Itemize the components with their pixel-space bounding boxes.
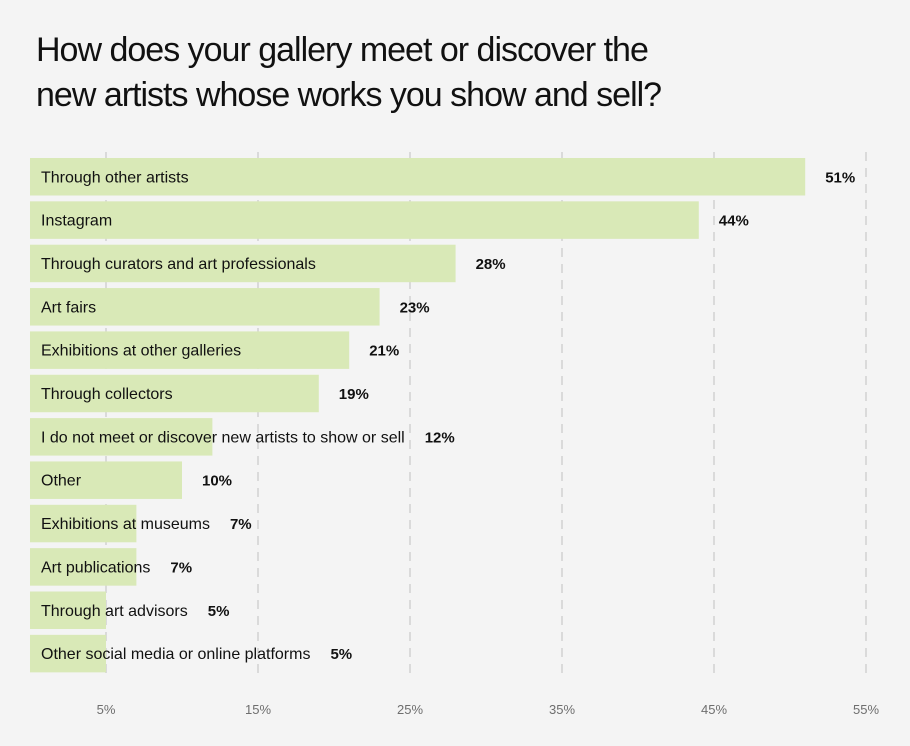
value-label: 44% [719,213,749,230]
value-label: 5% [330,646,352,663]
category-labels: Through other artists Instagram Through cu… [41,169,405,663]
bar [30,461,182,499]
category-label: Through curators and art professionals [41,256,316,273]
category-label: Art publications [41,559,150,576]
category-label: Through art advisors [41,603,188,620]
value-label: 21% [369,343,399,360]
chart-title-line-1: How does your gallery meet or discover t… [36,31,649,69]
category-label: Exhibitions at other galleries [41,343,241,360]
bar [30,504,137,543]
value-label: 23% [400,299,430,316]
bar [30,244,456,283]
value-label: 7% [230,516,252,533]
bar [30,288,380,326]
bar [30,201,699,239]
value-label: 12% [425,429,455,446]
category-label: Exhibitions at museums [41,516,210,533]
bar [30,331,350,369]
x-tick-label: 15% [245,702,271,717]
value-label: 51% [825,169,855,186]
value-label: 19% [339,386,369,403]
chart-title-line-2: new artists whose works you show and sel… [36,76,662,114]
category-label: I do not meet or discover new artists to… [41,429,405,446]
value-label: 28% [476,256,506,273]
x-axis-ticks: 5% 15% 25% 35% 45% 55% [97,702,880,717]
bars [30,158,806,673]
x-tick-label: 45% [701,702,727,717]
x-tick-label: 55% [853,702,879,717]
value-labels: 51% 44% 28% 23% 21% 19% 12% 10% 7% 7% 5% 5% [170,169,855,663]
bar [30,548,137,586]
bar [30,374,319,413]
gridlines [105,152,867,680]
value-label: 10% [202,473,232,490]
x-tick-label: 5% [97,702,116,717]
x-tick-label: 35% [549,702,575,717]
category-label: Through other artists [41,169,189,186]
category-label: Art fairs [41,299,96,316]
category-label: Through collectors [41,386,173,403]
bar [30,418,213,456]
bar [30,591,106,629]
x-tick-label: 25% [397,702,423,717]
value-label: 7% [170,559,192,576]
category-label: Other social media or online platforms [41,646,310,663]
bar [30,634,106,673]
category-label: Instagram [41,213,112,230]
bar [30,158,806,196]
category-label: Other [41,473,82,490]
chart-title: How does your gallery meet or discover t… [36,28,876,118]
value-label: 5% [208,603,230,620]
